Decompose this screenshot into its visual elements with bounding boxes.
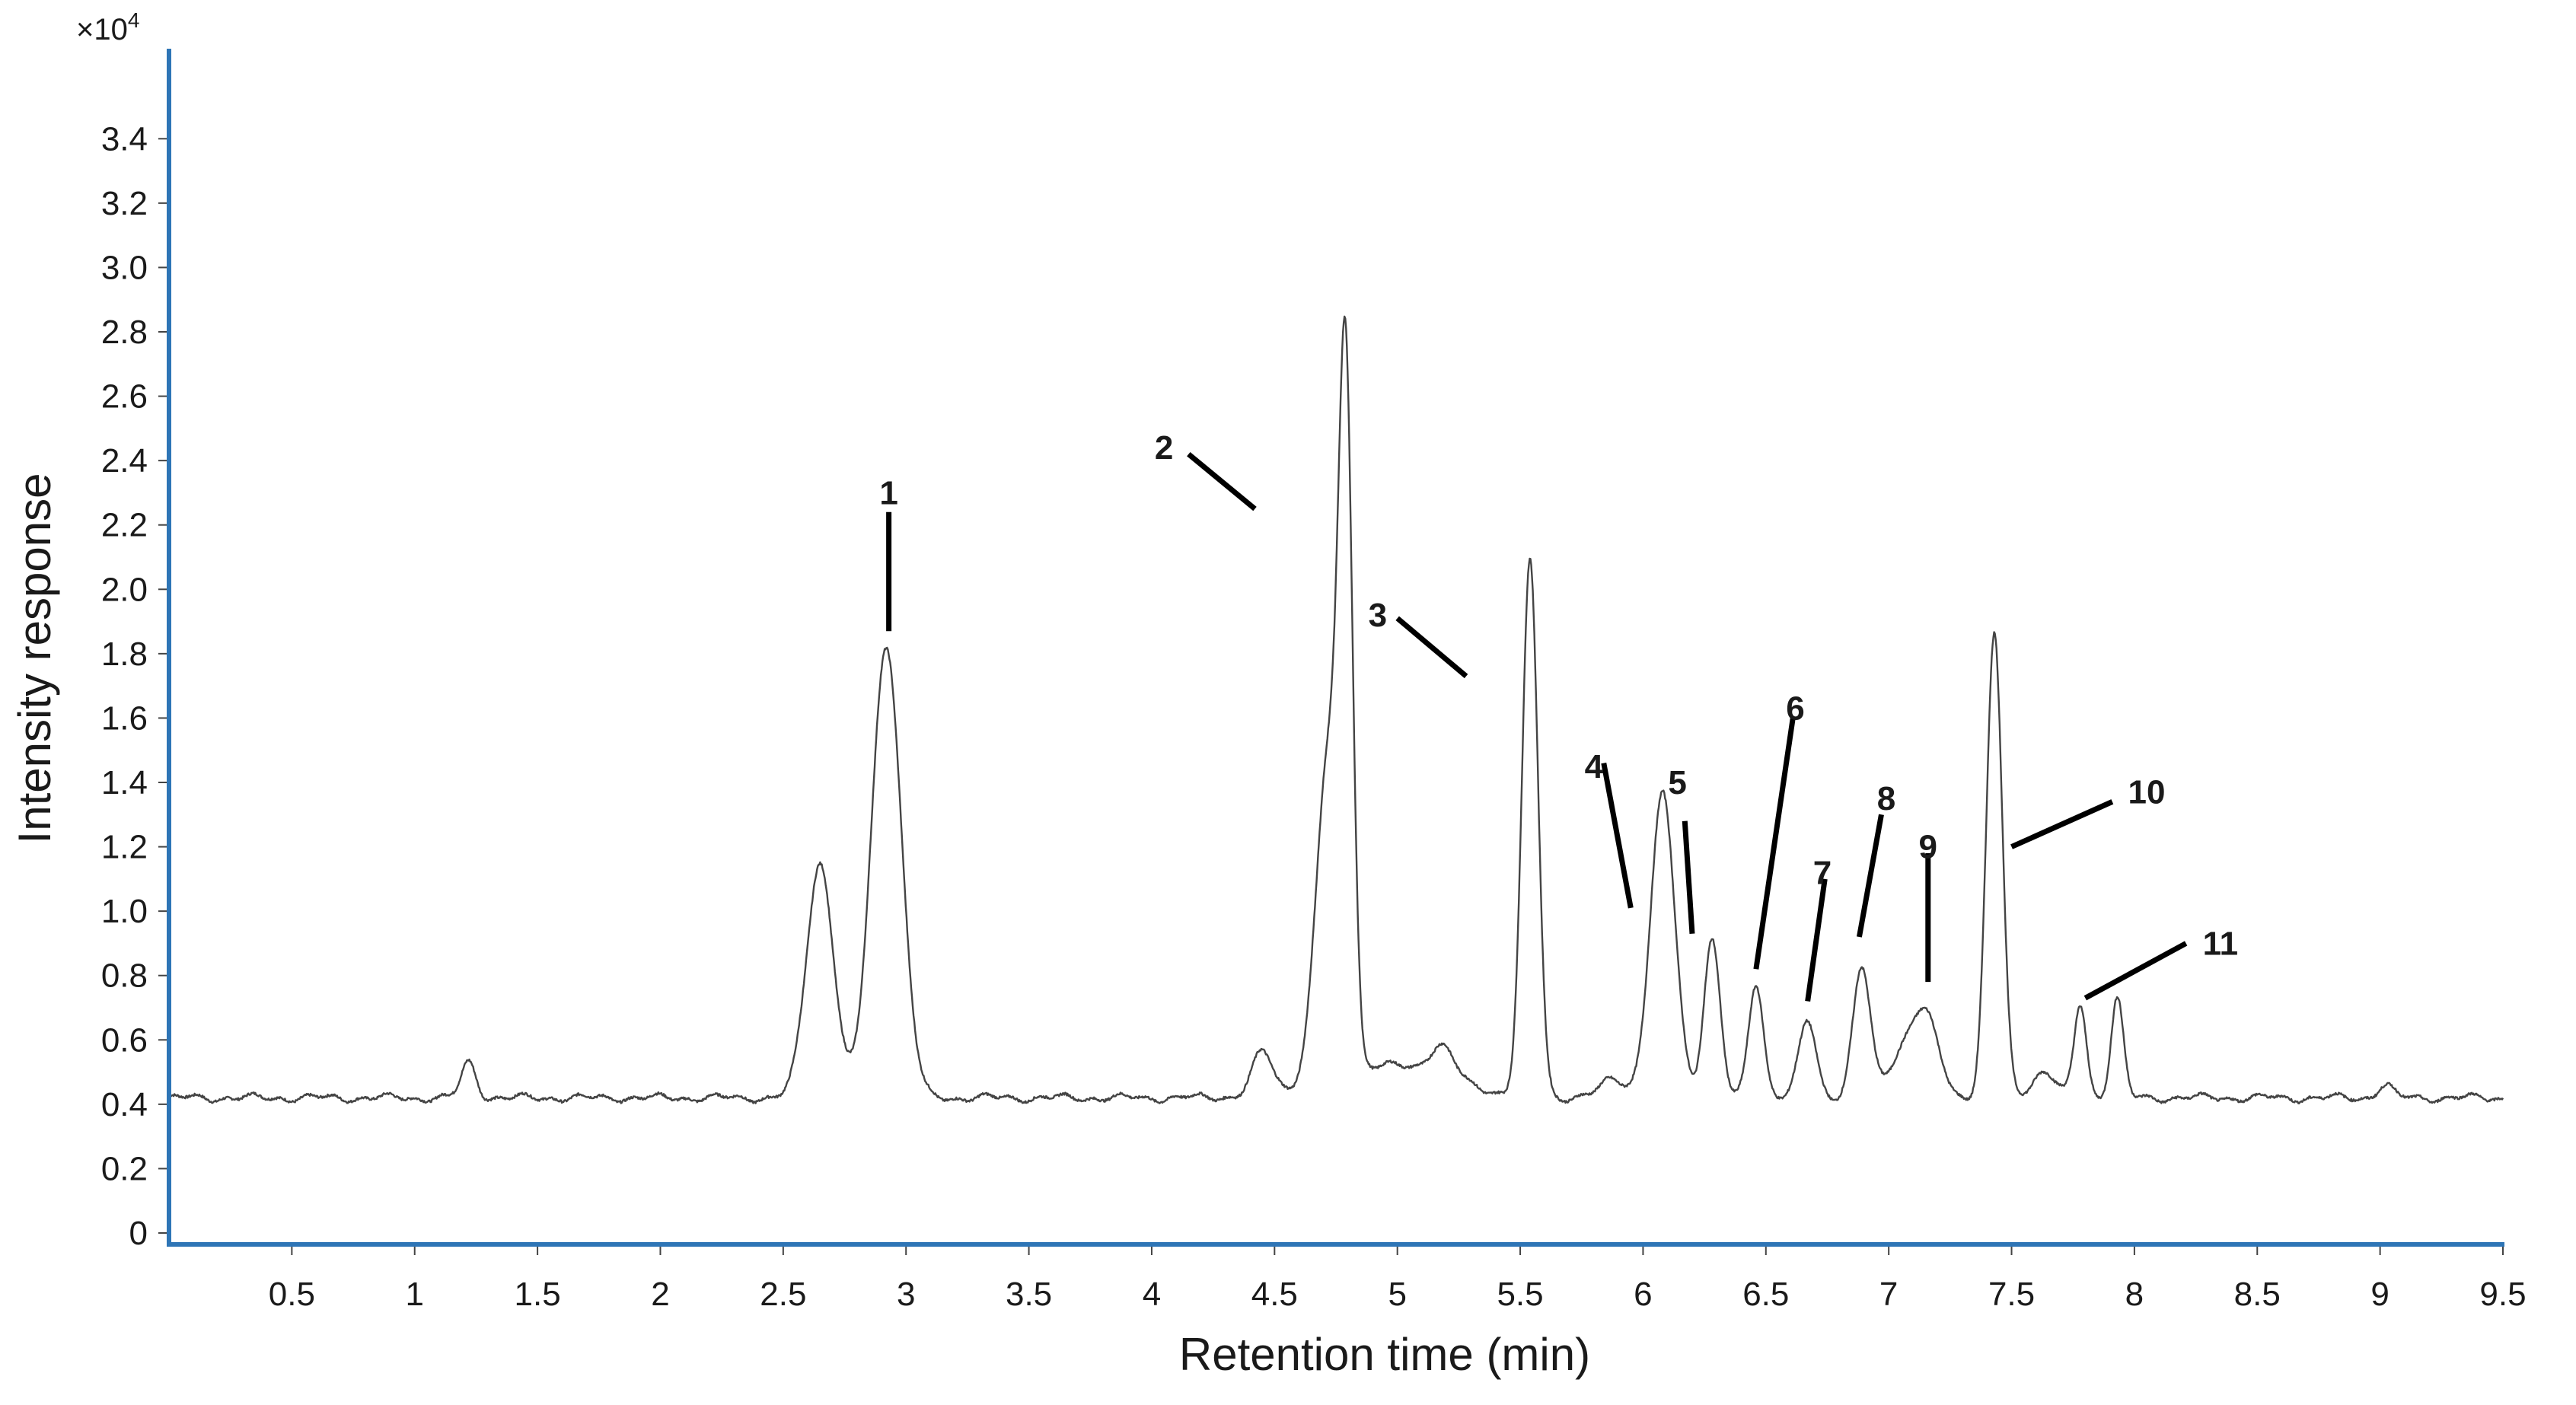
x-tick-label: 9.5 [2479,1276,2526,1313]
y-tick-label: 0.4 [101,1086,148,1123]
x-tick-label: 1.5 [515,1276,561,1313]
peak-11-leader-line [2083,941,2188,1001]
x-tick-label: 6 [1634,1276,1652,1313]
multiplier-exponent: 4 [128,8,140,32]
x-tick-label: 6.5 [1742,1276,1789,1313]
x-tick-label: 1 [405,1276,423,1313]
peak-1-label: 1 [879,474,897,511]
chromatogram-trace [168,315,2504,1104]
x-tick-label: 2.5 [760,1276,806,1313]
y-tick-label: 3.2 [101,185,148,222]
y-tick-label: 0.6 [101,1021,148,1059]
y-tick-label: 1.8 [101,636,148,673]
peak-11-label: 11 [2203,925,2239,962]
peak-2-leader-line [1187,451,1257,511]
x-tick-label: 4 [1143,1276,1161,1313]
peak-6-label: 6 [1786,690,1804,728]
y-tick-label: 2.6 [101,378,148,416]
x-tick-label: 3.5 [1006,1276,1052,1313]
x-axis-ticks: 0.5 1 1.5 2 2.5 3 3.5 4 4.5 5 5.5 6 6.5 7 7.5 8 8.5 9 9.5 [269,1244,2527,1313]
y-tick-label: 2.0 [101,571,148,608]
x-tick-label: 3 [897,1276,915,1313]
peak-8-label: 8 [1877,780,1895,817]
y-tick-label: 2.4 [101,442,148,479]
x-tick-label: 7.5 [1988,1276,2035,1313]
y-tick-label: 0.8 [101,957,148,995]
peak-annotations: 1 2 3 4 5 6 7 89 10 11 [879,429,2239,1002]
y-axis-ticks: 0 0.2 0.4 0.6 0.8 1.0 1.2 1.4 1.6 1.8 2.0 2.2 2.4 2.6… [101,120,169,1252]
peak-3-leader-line [1395,616,1468,679]
peak-7-leader-line [1805,878,1828,1002]
x-axis-title: Retention time (min) [1179,1329,1590,1380]
peak-9-label: 9 [1919,829,1937,866]
x-tick-label: 4.5 [1251,1276,1298,1313]
y-tick-label: 2.2 [101,507,148,544]
x-tick-label: 5.5 [1497,1276,1543,1313]
peak-10-leader-line [2010,799,2114,849]
peak-4-label: 4 [1585,748,1604,785]
x-tick-label: 8.5 [2234,1276,2281,1313]
y-tick-label: 1.6 [101,699,148,737]
y-tick-label: 1.2 [101,829,148,866]
peak-3-label: 3 [1369,597,1387,634]
multiplier-base: ×10 [76,13,128,46]
y-axis-multiplier: ×104 [76,8,139,46]
x-tick-label: 7 [1879,1276,1898,1313]
y-tick-label: 0 [129,1215,148,1252]
x-tick-label: 5 [1388,1276,1406,1313]
x-tick-label: 9 [2370,1276,2389,1313]
y-tick-label: 2.8 [101,314,148,351]
peak-6-leader-line [1753,717,1796,970]
y-tick-label: 3.0 [101,249,148,286]
peak-2-label: 2 [1155,429,1173,467]
y-tick-label: 1.4 [101,764,148,801]
x-tick-label: 2 [651,1276,669,1313]
peak-4-leader-line [1601,762,1634,909]
peak-10-label: 10 [2128,774,2166,811]
y-tick-label: 3.4 [101,120,148,158]
y-tick-label: 1.0 [101,893,148,930]
peak-5-label: 5 [1668,764,1686,801]
x-tick-label: 0.5 [269,1276,315,1313]
x-tick-label: 8 [2125,1276,2144,1313]
peak-7-label: 7 [1813,854,1832,891]
peak-8-leader-line [1856,814,1884,938]
y-tick-label: 0.2 [101,1150,148,1187]
y-axis-title: Intensity response [9,473,60,844]
peak-5-leader-line [1682,820,1695,934]
